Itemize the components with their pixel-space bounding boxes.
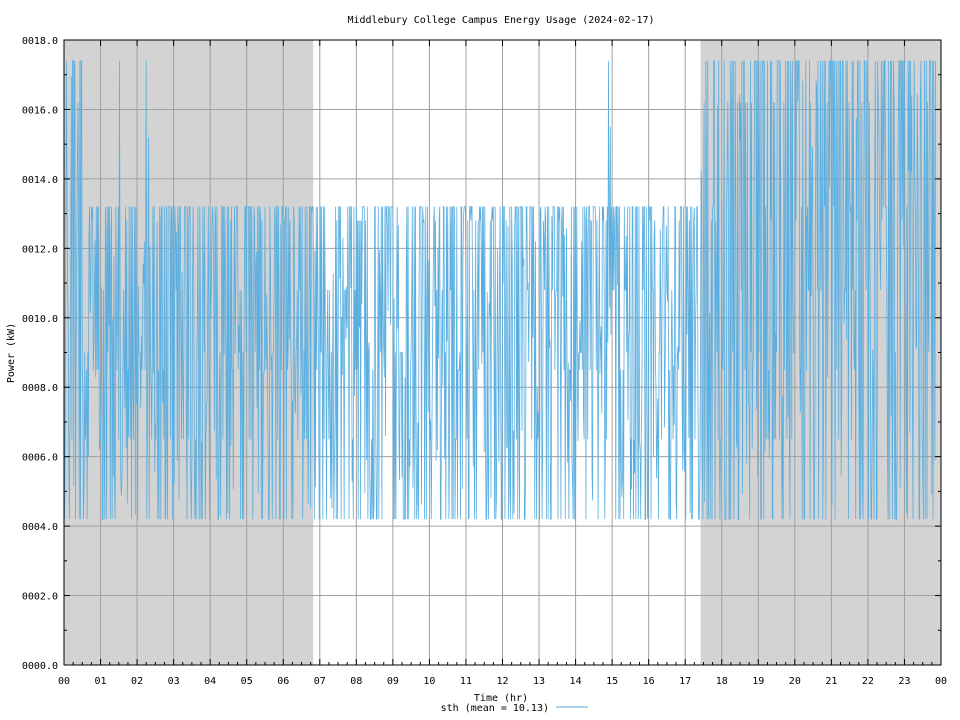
x-tick-label: 08 bbox=[350, 676, 362, 687]
x-tick-label: 13 bbox=[533, 676, 545, 687]
x-tick-label: 21 bbox=[825, 676, 837, 687]
y-tick-label: 0012.0 bbox=[22, 244, 58, 255]
chart-title: Middlebury College Campus Energy Usage (… bbox=[347, 15, 654, 26]
x-tick-label: 00 bbox=[935, 676, 947, 687]
x-tick-label: 18 bbox=[716, 676, 728, 687]
x-tick-label: 19 bbox=[752, 676, 764, 687]
x-tick-label: 03 bbox=[168, 676, 180, 687]
series-line bbox=[63, 60, 936, 520]
x-tick-label: 06 bbox=[277, 676, 289, 687]
x-tick-label: 02 bbox=[131, 676, 143, 687]
x-tick-label: 05 bbox=[241, 676, 253, 687]
y-tick-label: 0016.0 bbox=[22, 105, 58, 116]
x-tick-label: 23 bbox=[898, 676, 910, 687]
y-tick-label: 0010.0 bbox=[22, 314, 58, 325]
x-tick-label: 20 bbox=[789, 676, 801, 687]
x-tick-label: 00 bbox=[58, 676, 70, 687]
x-tick-label: 04 bbox=[204, 676, 216, 687]
x-tick-label: 07 bbox=[314, 676, 326, 687]
y-tick-label: 0004.0 bbox=[22, 522, 58, 533]
y-tick-label: 0000.0 bbox=[22, 661, 58, 672]
x-tick-label: 10 bbox=[423, 676, 435, 687]
x-tick-label: 15 bbox=[606, 676, 618, 687]
x-axis-label: Time (hr) bbox=[474, 693, 528, 704]
data-line bbox=[63, 60, 936, 520]
legend: sth (mean = 10.13) bbox=[441, 703, 588, 714]
x-tick-label: 12 bbox=[496, 676, 508, 687]
legend-label: sth (mean = 10.13) bbox=[441, 703, 549, 714]
y-tick-label: 0018.0 bbox=[22, 36, 58, 47]
x-tick-label: 17 bbox=[679, 676, 691, 687]
x-tick-label: 16 bbox=[643, 676, 655, 687]
y-axis-label: Power (kW) bbox=[6, 323, 17, 383]
y-tick-label: 0008.0 bbox=[22, 383, 58, 394]
x-tick-label: 11 bbox=[460, 676, 472, 687]
x-tick-label: 09 bbox=[387, 676, 399, 687]
y-axis: 0000.0 0002.0 0004.0 0006.0 0008.0 0010.0 0012… bbox=[22, 36, 941, 672]
y-tick-label: 0002.0 bbox=[22, 592, 58, 603]
x-tick-label: 22 bbox=[862, 676, 874, 687]
y-tick-label: 0014.0 bbox=[22, 175, 58, 186]
y-tick-label: 0006.0 bbox=[22, 453, 58, 464]
x-tick-label: 14 bbox=[570, 676, 582, 687]
x-tick-label: 01 bbox=[95, 676, 107, 687]
x-axis: 00 01 02 03 04 05 06 07 08 09 10 11 12 13 14 15 16 17 18 19… bbox=[58, 40, 947, 687]
